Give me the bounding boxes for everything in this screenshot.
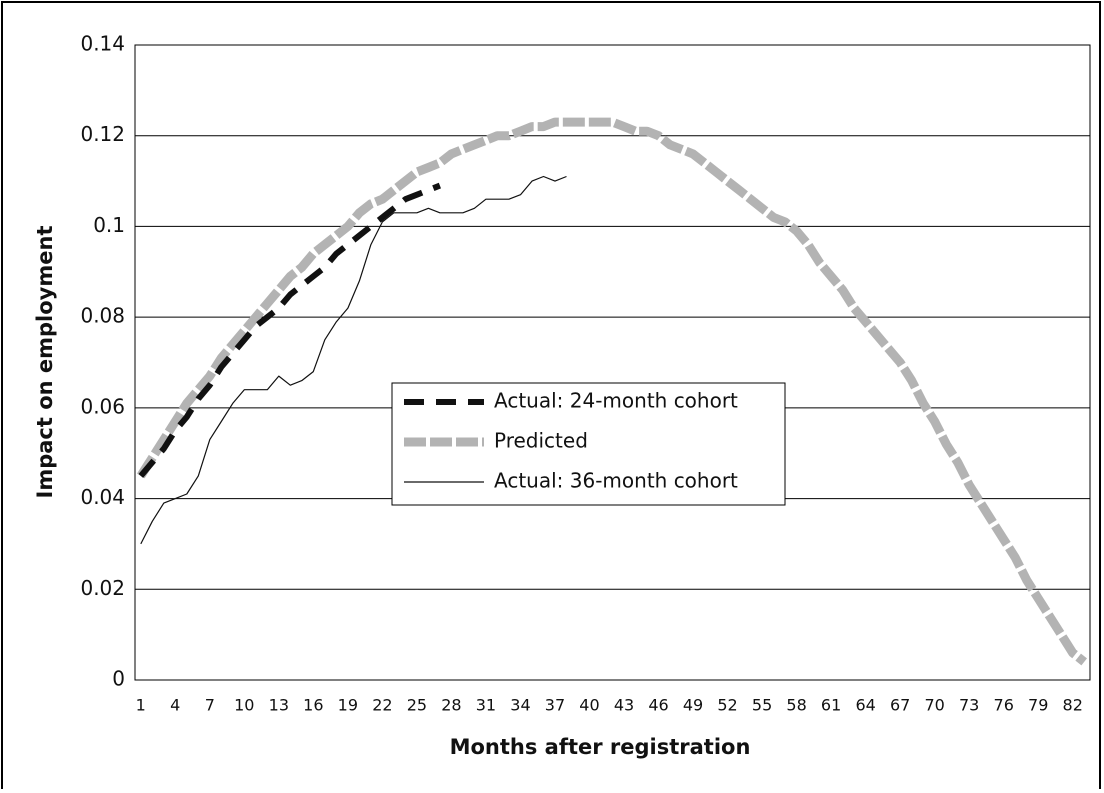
x-tick-label: 13 [269, 696, 289, 715]
x-tick-label: 31 [476, 696, 496, 715]
legend-label: Predicted [494, 429, 588, 453]
plot-border [134, 44, 1091, 681]
y-tick-label: 0.1 [93, 213, 125, 237]
x-tick-label: 19 [338, 696, 358, 715]
x-tick-label: 34 [510, 696, 530, 715]
x-tick-label: 10 [234, 696, 254, 715]
x-tick-label: 73 [959, 696, 979, 715]
x-tick-label: 79 [1028, 696, 1048, 715]
legend-label: Actual: 36-month cohort [494, 469, 738, 493]
x-tick-label: 22 [372, 696, 392, 715]
series-line [140, 175, 567, 545]
x-tick-label: 16 [303, 696, 323, 715]
series-line [138, 182, 441, 478]
x-tick-label: 1 [136, 696, 146, 715]
x-tick-label: 58 [786, 696, 806, 715]
x-tick-label: 82 [1063, 696, 1083, 715]
x-tick-label: 43 [614, 696, 634, 715]
y-tick-label: 0.08 [80, 304, 125, 328]
x-axis-label: Months after registration [450, 735, 751, 759]
x-tick-label: 25 [407, 696, 427, 715]
x-tick-label: 64 [855, 696, 875, 715]
legend-label: Actual: 24-month cohort [494, 389, 738, 413]
y-tick-label: 0.02 [80, 576, 125, 600]
x-tick-label: 52 [717, 696, 737, 715]
y-axis-label: Impact on employment [33, 226, 57, 499]
y-tick-label: 0.06 [80, 394, 125, 418]
x-tick-label: 37 [545, 696, 565, 715]
x-tick-label: 7 [205, 696, 215, 715]
x-tick-label: 40 [579, 696, 599, 715]
x-tick-label: 49 [683, 696, 703, 715]
y-tick-label: 0 [112, 667, 125, 691]
y-tick-label: 0.04 [80, 485, 125, 509]
x-tick-label: 70 [924, 696, 944, 715]
x-tick-label: 55 [752, 696, 772, 715]
x-tick-label: 61 [821, 696, 841, 715]
x-tick-label: 76 [994, 696, 1014, 715]
x-tick-label: 4 [170, 696, 180, 715]
y-tick-label: 0.12 [80, 122, 125, 146]
series-line [137, 117, 1087, 666]
x-tick-label: 67 [890, 696, 910, 715]
x-tick-label: 46 [648, 696, 668, 715]
x-tick-label: 28 [441, 696, 461, 715]
y-tick-label: 0.14 [80, 32, 125, 56]
